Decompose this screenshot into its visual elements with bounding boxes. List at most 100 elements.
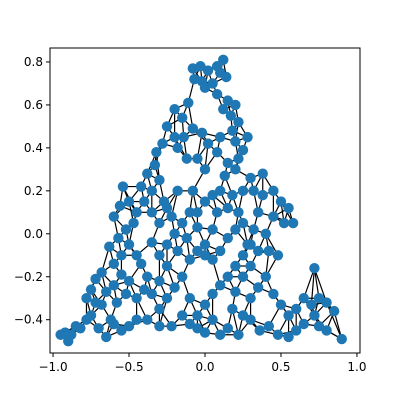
graph-node	[321, 325, 332, 336]
graph-node	[177, 217, 188, 229]
y-tick-label: −0.2	[14, 270, 43, 284]
graph-node	[90, 273, 101, 285]
graph-node	[199, 82, 211, 93]
graph-node	[245, 172, 256, 184]
graph-node	[233, 329, 244, 340]
graph-node	[81, 314, 92, 325]
graph-node	[85, 284, 97, 295]
graph-node	[184, 293, 196, 304]
graph-node	[260, 228, 271, 239]
graph-node	[211, 146, 223, 158]
graph-node	[328, 305, 340, 317]
graph-node	[242, 131, 253, 143]
graph-node	[207, 288, 218, 300]
graph-node	[263, 320, 275, 332]
graph-node	[298, 293, 309, 304]
graph-node	[184, 318, 196, 330]
graph-node	[283, 202, 294, 214]
graph-node	[199, 164, 211, 175]
graph-node	[214, 131, 226, 143]
graph-node	[120, 224, 132, 235]
graph-node	[214, 329, 226, 340]
graph-node	[202, 65, 214, 76]
graph-node	[142, 168, 153, 179]
graph-node	[116, 269, 127, 280]
graph-node	[272, 329, 284, 340]
graph-node	[222, 202, 233, 214]
graph-node	[263, 245, 275, 257]
graph-node	[214, 280, 226, 291]
graph-node	[139, 196, 150, 207]
y-tick-label: 0.8	[24, 55, 43, 69]
graph-node	[257, 189, 268, 201]
graph-node	[131, 250, 142, 261]
graph-node	[252, 207, 264, 218]
graph-node	[166, 211, 177, 222]
graph-node	[242, 239, 253, 250]
graph-node	[230, 260, 241, 272]
graph-node	[290, 325, 302, 336]
graph-node	[177, 310, 188, 321]
graph-node	[154, 320, 165, 332]
graph-node	[321, 297, 332, 308]
graph-node	[116, 250, 127, 261]
graph-node	[230, 136, 241, 147]
graph-node	[187, 185, 199, 197]
graph-node	[237, 185, 249, 197]
graph-node	[230, 224, 241, 235]
graph-node	[184, 254, 196, 265]
graph-node	[192, 310, 203, 321]
graph-node	[195, 61, 206, 72]
graph-node	[230, 164, 241, 175]
graph-node	[113, 232, 124, 244]
graph-node	[268, 211, 279, 222]
graph-node	[123, 275, 135, 287]
graph-node	[108, 280, 120, 291]
graph-node	[108, 211, 120, 222]
graph-node	[199, 299, 211, 310]
graph-node	[207, 189, 218, 201]
graph-node	[142, 271, 153, 282]
graph-node	[268, 185, 279, 197]
graph-node	[207, 78, 218, 89]
graph-node	[139, 284, 150, 295]
graph-node	[172, 185, 183, 197]
graph-node	[313, 293, 325, 304]
graph-node	[105, 314, 116, 325]
y-tick-label: 0.0	[24, 227, 43, 241]
y-tick-label: 0.4	[24, 141, 43, 155]
graph-node	[211, 88, 223, 100]
graph-node	[222, 323, 233, 334]
graph-node	[177, 112, 188, 124]
graph-node	[290, 303, 302, 315]
graph-node	[169, 131, 180, 143]
graph-node	[154, 174, 165, 186]
graph-node	[222, 157, 233, 169]
graph-node	[70, 320, 82, 332]
graph-node	[146, 185, 158, 197]
graph-node	[219, 170, 230, 181]
graph-node	[166, 320, 177, 332]
graph-node	[233, 207, 244, 218]
x-tick-label: −0.5	[114, 360, 143, 374]
graph-node	[172, 245, 183, 257]
graph-node	[283, 310, 294, 321]
graph-node	[221, 71, 232, 83]
graph-node	[192, 153, 203, 164]
graph-node	[248, 185, 259, 197]
graph-node	[192, 207, 203, 218]
graph-node	[181, 153, 192, 164]
graph-node	[123, 239, 135, 250]
graph-node	[230, 99, 241, 111]
graph-node	[227, 125, 238, 136]
graph-node	[146, 288, 158, 300]
graph-node	[237, 271, 249, 282]
graph-node	[222, 232, 233, 244]
graph-node	[214, 245, 226, 257]
graph-node	[108, 258, 120, 270]
graph-node	[169, 228, 180, 239]
graph-node	[146, 207, 158, 218]
graph-edge	[310, 268, 316, 305]
graph-node	[154, 275, 165, 287]
graph-node	[142, 314, 153, 325]
